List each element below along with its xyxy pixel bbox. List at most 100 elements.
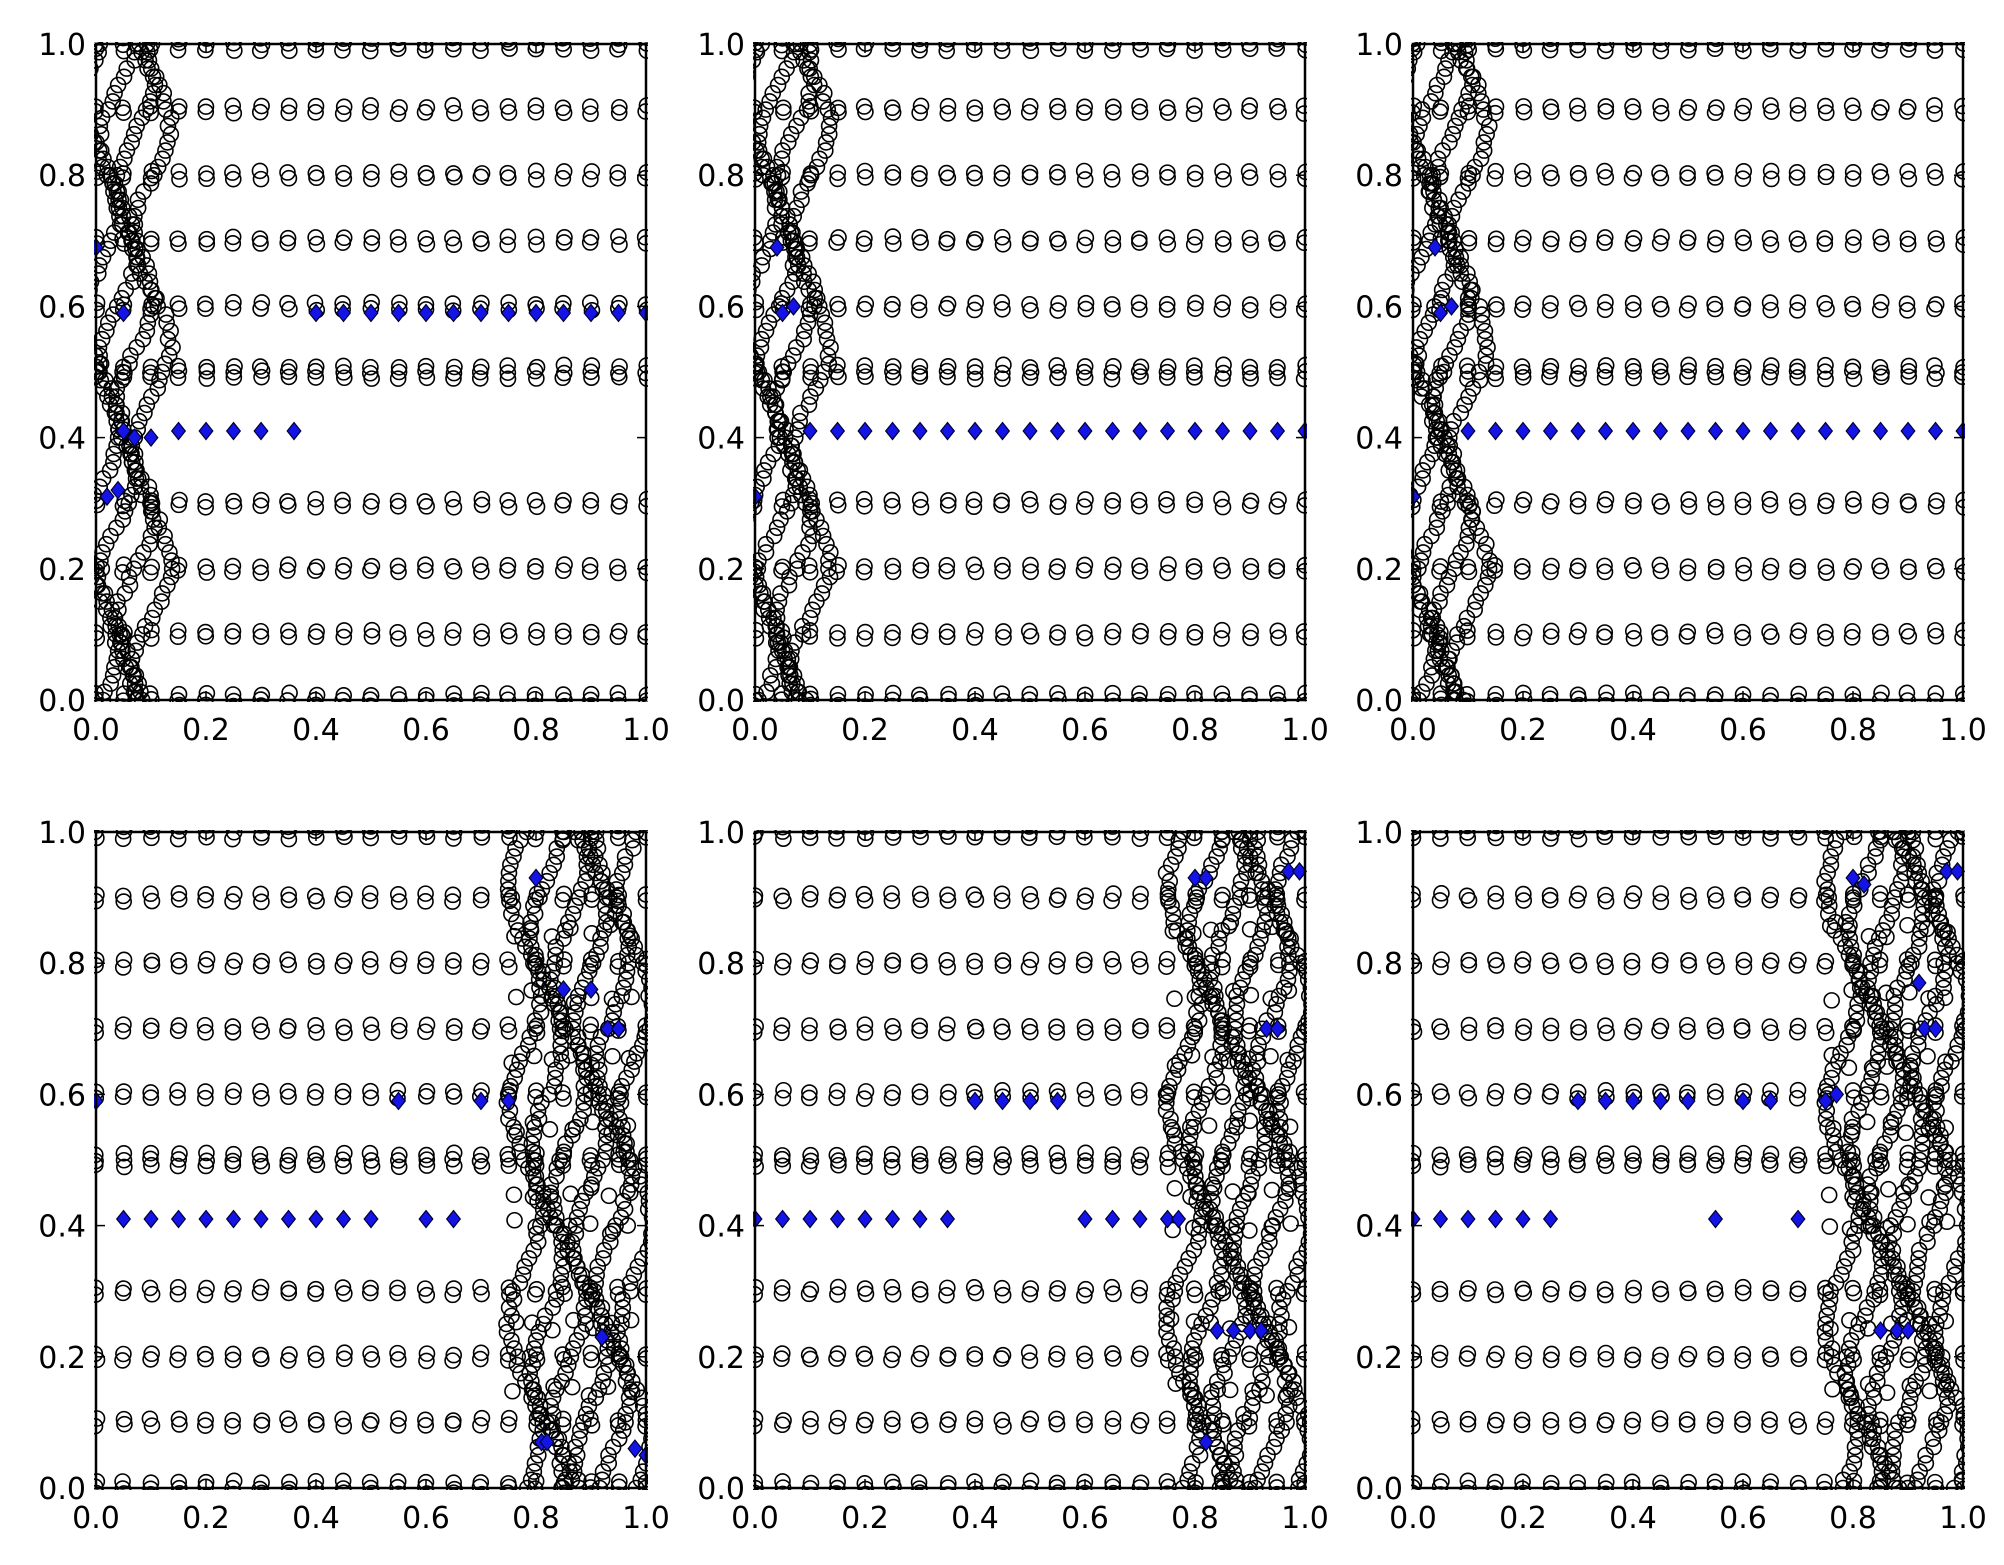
ring-point: [115, 1410, 133, 1428]
ring-point: [445, 499, 463, 516]
ring-point: [1228, 1209, 1246, 1226]
ring-point: [784, 224, 801, 241]
ring-point: [939, 958, 956, 976]
ring-point: [225, 1145, 242, 1163]
ring-point: [1272, 1118, 1289, 1136]
y-tick-label: 0.2: [697, 553, 745, 588]
ring-point: [1789, 499, 1807, 516]
ring-point: [856, 1280, 874, 1297]
ring-point: [993, 98, 1011, 115]
ring-point: [582, 492, 600, 509]
ring-point: [1207, 1217, 1224, 1234]
ring-point: [773, 1279, 791, 1296]
ring-point: [1164, 1291, 1181, 1308]
ring-point: [753, 363, 766, 381]
ring-point: [1623, 1473, 1641, 1490]
ring-point: [620, 1049, 638, 1067]
ring-point: [525, 1340, 543, 1357]
ring-point: [1789, 105, 1807, 122]
ring-point: [417, 1411, 434, 1429]
ring-point: [473, 496, 491, 514]
ring-point: [800, 281, 818, 299]
ring-point: [335, 1417, 353, 1435]
ring-point: [766, 191, 784, 209]
ring-point: [1158, 496, 1175, 514]
ring-point: [418, 99, 436, 116]
highlight-point: [967, 421, 983, 441]
ring-point: [419, 1485, 435, 1490]
ring-point: [994, 1484, 1011, 1490]
ring-point: [782, 125, 800, 143]
ring-point: [418, 1286, 436, 1304]
ring-point: [94, 347, 108, 364]
highlight-point: [583, 979, 599, 999]
ring-point: [810, 298, 828, 315]
ring-point: [1269, 170, 1287, 188]
ring-point: [1433, 281, 1451, 299]
ring-point: [416, 1280, 434, 1297]
ring-point: [362, 1412, 380, 1429]
ring-point: [1048, 1285, 1066, 1302]
highlight-point: [143, 428, 159, 448]
ring-point: [966, 1151, 984, 1168]
ring-point: [417, 357, 435, 375]
ring-point: [587, 1274, 605, 1292]
y-tick-label: 0.8: [697, 159, 745, 194]
ring-point: [1449, 257, 1466, 274]
ring-point: [1294, 1463, 1307, 1480]
ring-point: [1734, 1352, 1751, 1369]
ring-point: [1186, 369, 1203, 386]
ring-point: [575, 1414, 592, 1431]
ring-point: [1158, 99, 1176, 116]
ring-point: [1458, 60, 1475, 77]
ring-point: [1076, 1018, 1094, 1036]
ring-point: [1513, 1156, 1531, 1173]
ring-point: [829, 170, 846, 188]
ring-point: [1250, 856, 1268, 874]
ring-point: [1901, 42, 1917, 47]
ring-point: [511, 1274, 529, 1292]
ring-point: [828, 1082, 846, 1100]
ring-point: [1158, 958, 1175, 975]
ring-point: [1182, 1386, 1199, 1404]
ring-point: [149, 298, 167, 315]
ring-point: [1269, 1286, 1287, 1303]
ring-point: [1275, 922, 1293, 939]
ring-point: [592, 930, 609, 947]
ring-point: [94, 265, 107, 282]
ring-point: [993, 496, 1010, 514]
ring-point: [1232, 840, 1250, 857]
ring-point: [1652, 686, 1670, 702]
ring-point: [884, 557, 901, 575]
ring-point: [912, 830, 928, 835]
ring-point: [390, 563, 407, 581]
ring-point: [111, 158, 129, 176]
ring-point: [828, 957, 846, 975]
ring-point: [1443, 667, 1460, 684]
ring-point: [1231, 889, 1249, 906]
ring-point: [280, 628, 298, 646]
y-tick-label: 1.0: [697, 816, 745, 851]
ring-point: [773, 68, 791, 86]
ring-point: [1181, 1127, 1199, 1144]
ring-point: [1844, 170, 1862, 187]
ring-point: [594, 1250, 612, 1267]
ring-point: [1679, 623, 1697, 641]
ring-point: [911, 228, 928, 246]
ring-point: [1241, 686, 1258, 702]
highlight-point: [225, 421, 242, 441]
ring-point: [608, 872, 626, 890]
ring-point: [1450, 191, 1467, 209]
ring-point: [137, 101, 155, 118]
axes-frame: [753, 830, 1307, 1490]
ring-point: [1425, 183, 1442, 200]
ring-point: [592, 938, 609, 956]
ring-point: [884, 358, 902, 375]
ring-point: [103, 601, 121, 619]
ring-point: [527, 1168, 545, 1185]
ring-point: [1762, 1280, 1780, 1297]
ring-point: [1291, 1168, 1307, 1185]
ring-point: [583, 1351, 600, 1369]
ring-point: [1597, 169, 1615, 186]
ring-point: [1022, 1410, 1040, 1428]
